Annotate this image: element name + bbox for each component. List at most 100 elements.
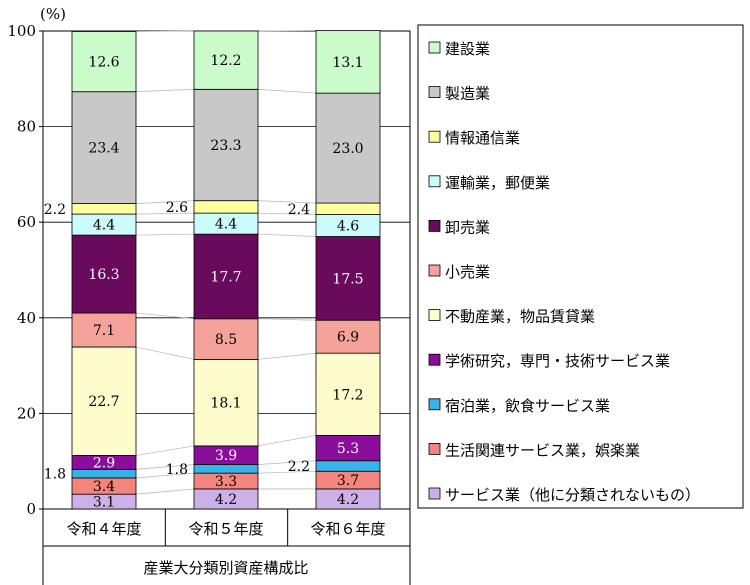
data-label: 2.9 bbox=[93, 455, 115, 471]
series-connector-line bbox=[257, 212, 317, 215]
legend-swatch bbox=[428, 130, 441, 143]
legend-swatch bbox=[428, 41, 441, 54]
data-label: 2.4 bbox=[288, 202, 310, 218]
legend-label: 建設業 bbox=[445, 40, 490, 58]
data-label: 23.4 bbox=[88, 141, 119, 157]
data-label: 3.1 bbox=[93, 495, 115, 511]
legend-swatch bbox=[428, 264, 441, 277]
axes: (%) 0 20 40 60 80 100 bbox=[7, 5, 66, 518]
data-label: 22.7 bbox=[88, 394, 119, 410]
series-connector-line bbox=[257, 318, 317, 321]
data-labels: 3.1 4.2 4.2 3.4 3.3 3.7 1.8 1.8 2.2 2.9 3.9 5.3 22.7… bbox=[44, 53, 364, 510]
y-tick-label: 40 bbox=[17, 309, 36, 327]
data-label: 5.3 bbox=[337, 441, 359, 457]
data-label: 4.6 bbox=[337, 219, 359, 235]
data-label: 3.9 bbox=[215, 448, 237, 464]
x-category-table: 産業大分類別資産構成比 令和４年度 令和５年度 令和６年度 bbox=[42, 509, 411, 585]
legend-swatch bbox=[428, 175, 441, 188]
legend-label: 製造業 bbox=[445, 85, 490, 103]
bar-segment bbox=[71, 312, 137, 348]
bar-segment bbox=[315, 352, 381, 436]
legend-label: 卸売業 bbox=[445, 218, 490, 236]
data-label: 1.8 bbox=[166, 462, 188, 478]
legend-swatch bbox=[428, 353, 441, 366]
series-connector-line bbox=[135, 445, 195, 456]
data-label: 13.1 bbox=[332, 55, 363, 71]
legend-label: 学術研究，専門・技術サービス業 bbox=[445, 352, 670, 370]
legend-label: 小売業 bbox=[445, 263, 490, 281]
series-connector-line bbox=[135, 464, 195, 470]
data-label: 17.7 bbox=[210, 269, 241, 285]
legend-label: 運輸業，郵便業 bbox=[445, 174, 550, 192]
series-connector-line bbox=[257, 470, 317, 474]
legend-label: 宿泊業，飲食サービス業 bbox=[445, 397, 610, 415]
data-label: 8.5 bbox=[215, 332, 237, 348]
y-tick-label: 100 bbox=[7, 22, 36, 40]
bar-segment bbox=[71, 31, 137, 93]
x-category-label: 令和４年度 bbox=[66, 520, 141, 538]
y-tick-label: 80 bbox=[17, 118, 36, 136]
x-category-label: 令和５年度 bbox=[188, 520, 263, 538]
data-label: 3.7 bbox=[337, 473, 359, 489]
bar-segment bbox=[71, 203, 137, 215]
legend-swatch bbox=[428, 442, 441, 455]
legend-swatch bbox=[428, 398, 441, 411]
y-axis-unit-label: (%) bbox=[40, 5, 66, 23]
data-label: 2.2 bbox=[288, 459, 310, 475]
data-label: 12.2 bbox=[210, 53, 241, 69]
series-connector-line bbox=[257, 460, 317, 465]
x-axis-title: 産業大分類別資産構成比 bbox=[143, 559, 308, 577]
bar-segment bbox=[193, 358, 259, 447]
legend-label: サービス業（他に分類されないもの） bbox=[445, 486, 700, 504]
data-label: 4.4 bbox=[93, 218, 115, 234]
series-connector-line bbox=[135, 88, 195, 93]
bar-segment bbox=[193, 464, 259, 474]
bar-segment bbox=[71, 346, 137, 456]
series-connector-line bbox=[257, 233, 317, 237]
data-label: 4.2 bbox=[215, 492, 237, 508]
bar-segment bbox=[315, 460, 381, 472]
legend: 建設業製造業情報通信業運輸業，郵便業卸売業小売業不動産業，物品賃貸業学術研究，専… bbox=[417, 24, 744, 509]
data-label: 3.4 bbox=[93, 479, 115, 495]
data-label: 17.5 bbox=[332, 271, 363, 287]
data-label: 3.3 bbox=[215, 474, 237, 490]
legend-label: 生活関連サービス業，娯楽業 bbox=[445, 441, 640, 459]
data-label: 18.1 bbox=[210, 396, 241, 412]
x-category-label: 令和６年度 bbox=[310, 520, 385, 538]
data-label: 12.6 bbox=[88, 55, 119, 71]
series-connector-line bbox=[135, 200, 195, 204]
series-connector-lines bbox=[135, 30, 317, 495]
data-label: 23.3 bbox=[210, 138, 241, 154]
legend-swatch bbox=[428, 309, 441, 322]
bar-segment bbox=[193, 318, 259, 360]
bar-segment bbox=[315, 236, 381, 321]
data-label: 1.8 bbox=[44, 467, 66, 483]
y-tick-label: 60 bbox=[17, 213, 36, 231]
data-label: 23.0 bbox=[332, 141, 363, 157]
data-label: 4.4 bbox=[215, 217, 237, 233]
data-label: 4.2 bbox=[337, 492, 359, 508]
legend-label: 不動産業，物品賃貸業 bbox=[445, 308, 595, 326]
data-label: 2.2 bbox=[44, 202, 66, 218]
bars bbox=[71, 30, 381, 510]
y-tick-label: 0 bbox=[26, 500, 36, 518]
series-connector-line bbox=[257, 88, 317, 94]
series-connector-line bbox=[257, 352, 317, 360]
data-label: 7.1 bbox=[93, 323, 115, 339]
legend-label: 情報通信業 bbox=[445, 129, 520, 147]
legend-box bbox=[417, 24, 744, 509]
bar-segment bbox=[315, 202, 381, 215]
series-connector-line bbox=[135, 212, 195, 215]
bar-segment bbox=[315, 92, 381, 204]
legend-swatch bbox=[428, 487, 441, 500]
legend-swatch bbox=[428, 86, 441, 98]
bar-segment bbox=[193, 200, 259, 214]
bar-segment bbox=[193, 30, 259, 90]
y-tick-label: 20 bbox=[17, 404, 36, 422]
series-connector-line bbox=[135, 472, 195, 479]
data-label: 16.3 bbox=[88, 267, 119, 283]
bar-segment bbox=[71, 234, 137, 314]
data-label: 6.9 bbox=[337, 330, 359, 346]
series-connector-line bbox=[135, 346, 195, 360]
series-connector-line bbox=[257, 200, 317, 204]
